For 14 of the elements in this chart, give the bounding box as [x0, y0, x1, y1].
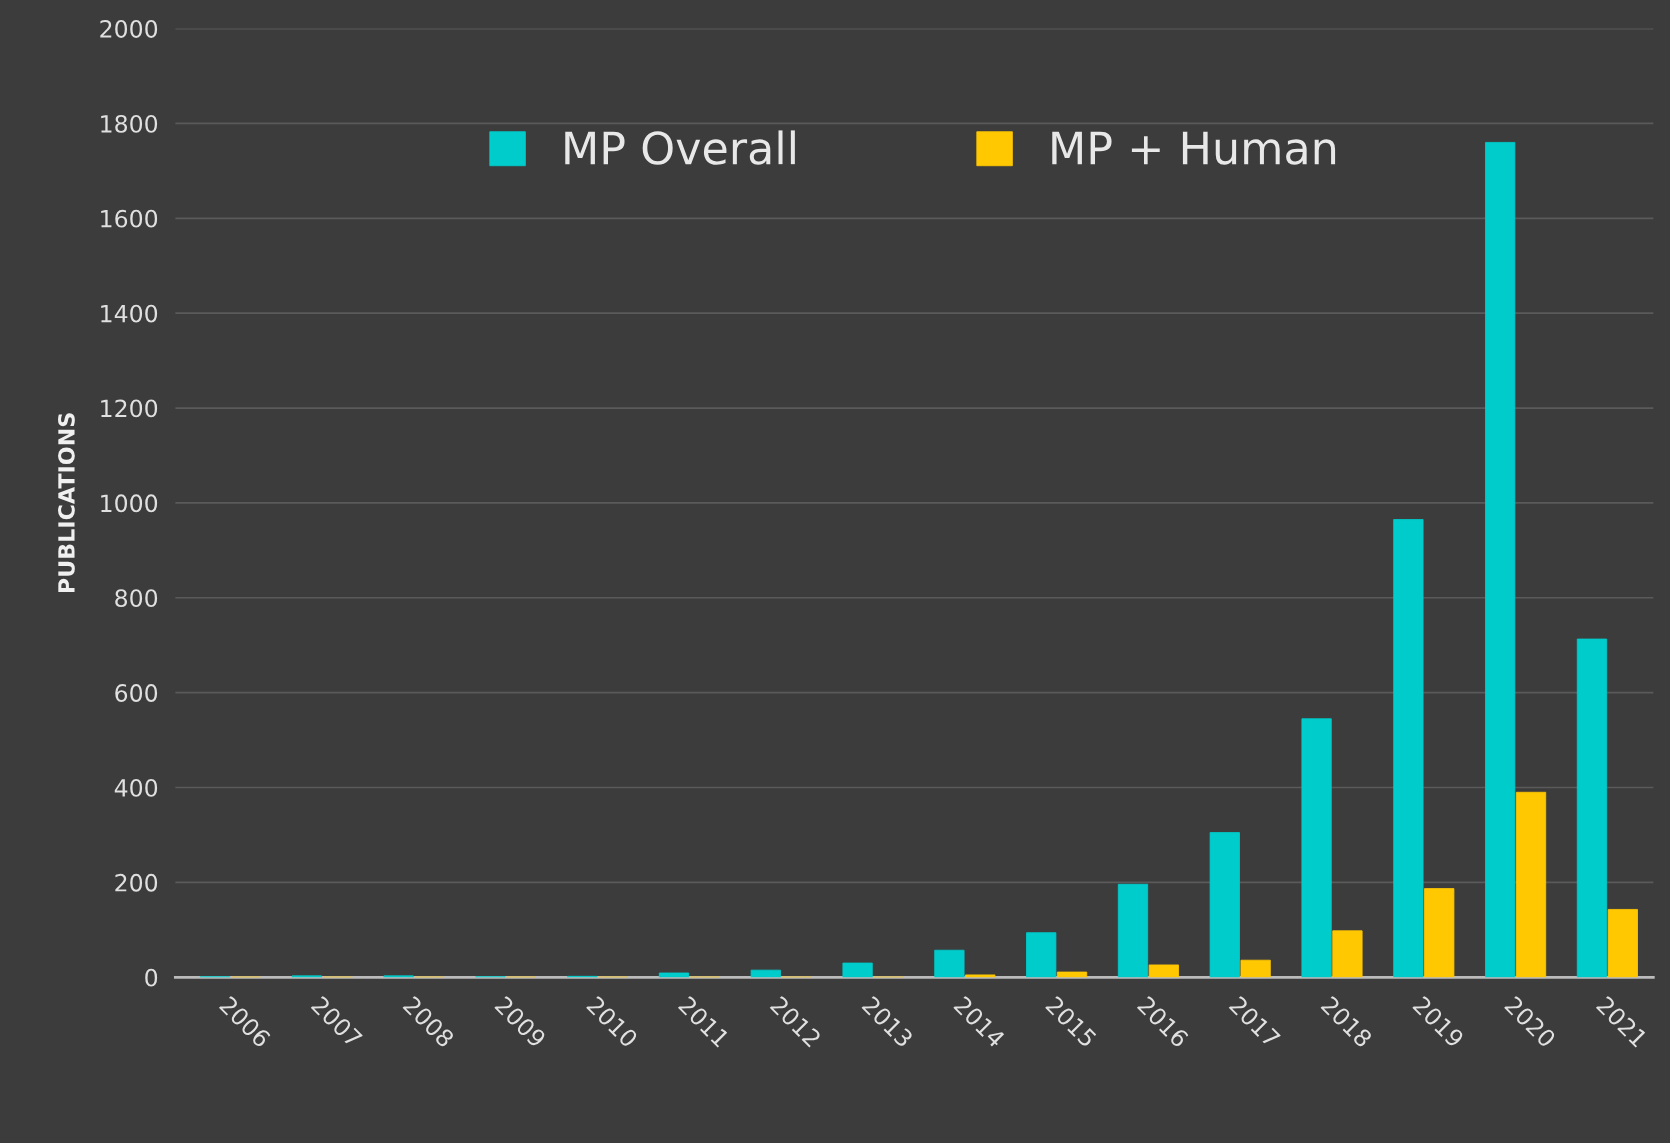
- legend-label: MP Overall: [565, 130, 795, 165]
- y-axis-title: PUBLICATIONS: [58, 413, 75, 593]
- y-tick-label: 0: [145, 968, 158, 987]
- legend-label: MP + Human: [1052, 131, 1336, 165]
- y-tick-label: 400: [114, 778, 158, 797]
- y-tick-label: 600: [115, 684, 158, 702]
- y-tick-label: 1600: [101, 209, 158, 228]
- y-tick-label: 1400: [101, 304, 158, 323]
- y-tick-label: 1200: [101, 399, 158, 418]
- y-tick-label: 800: [115, 589, 158, 608]
- y-tick-label: 1800: [101, 114, 158, 133]
- y-tick-label: 200: [115, 873, 158, 892]
- y-tick-label: 2000: [100, 20, 158, 38]
- y-tick-label: 1000: [101, 494, 158, 513]
